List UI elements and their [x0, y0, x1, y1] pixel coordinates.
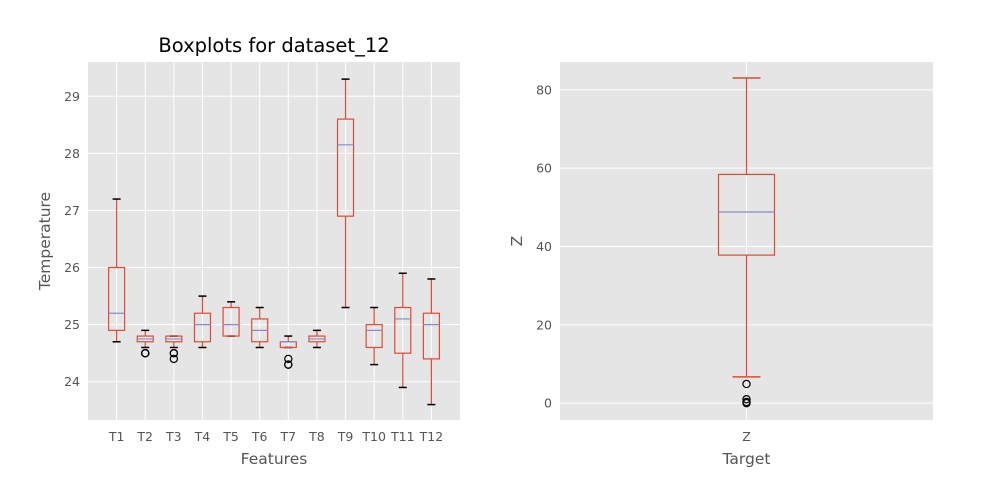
x-tick-label: T8	[308, 429, 325, 444]
x-tick-label: T5	[222, 429, 239, 444]
box	[222, 306, 240, 337]
outlier-point	[742, 379, 751, 389]
x-axis-label: Target	[722, 450, 771, 468]
y-tick-label: 29	[64, 89, 80, 104]
outlier-point	[169, 354, 179, 364]
x-tick-label: T1	[108, 429, 125, 444]
y-axis-label: Temperature	[36, 192, 54, 291]
outlier-point	[284, 354, 293, 364]
box	[193, 312, 212, 343]
boxplot-t3	[165, 335, 183, 364]
boxplot-t6	[251, 306, 269, 349]
y-tick-labels: 24 25 26 27 28 29	[64, 89, 80, 389]
boxplot-t2	[136, 329, 154, 358]
y-tick-label: 27	[64, 203, 80, 218]
boxplot-z	[717, 77, 776, 408]
y-tick-label: 26	[64, 260, 80, 275]
outlier-point	[141, 348, 150, 358]
boxplot-t1	[108, 198, 126, 343]
gridlines	[88, 62, 460, 420]
y-tick-label: 80	[536, 82, 552, 97]
y-tick-label: 28	[64, 146, 80, 161]
x-tick-label: T2	[136, 429, 153, 444]
y-tick-label: 60	[536, 161, 552, 176]
boxes	[717, 77, 776, 408]
x-tick-labels: T1 T2 T3 T4 T5 T6 T7 T8 T9 T10 T11 T12	[108, 429, 443, 444]
box	[365, 324, 383, 349]
boxplot-t7	[279, 335, 297, 369]
temperature-boxplot-panel: 24 25 26 27 28 29 T1 T2 T3 T4 T5 T6 T7 T8 T9 T10 T11 T12…	[36, 34, 460, 468]
y-axis-label: Z	[508, 236, 526, 247]
x-tick-label: T12	[419, 429, 444, 444]
x-tick-label: T9	[337, 429, 354, 444]
boxes	[108, 78, 440, 406]
y-tick-label: 24	[64, 374, 80, 389]
boxplot-t5	[222, 301, 240, 337]
box	[717, 173, 776, 256]
chart-title: Boxplots for dataset_12	[158, 34, 389, 57]
box	[336, 118, 355, 217]
y-tick-label: 20	[536, 317, 552, 332]
x-tick-labels: Z	[742, 429, 751, 444]
boxplot-t11	[394, 272, 412, 389]
x-tick-label: T3	[165, 429, 182, 444]
x-tick-label: T11	[390, 429, 415, 444]
boxplot-t12	[422, 278, 440, 406]
outlier-point	[742, 398, 751, 408]
outlier-point	[284, 360, 293, 369]
x-tick-label: T4	[194, 429, 211, 444]
x-tick-label: T7	[280, 429, 297, 444]
y-tick-label: 0	[544, 396, 552, 411]
boxplot-t4	[193, 295, 212, 349]
y-tick-label: 40	[536, 239, 552, 254]
box	[422, 312, 440, 360]
x-tick-label: T10	[361, 429, 386, 444]
boxplot-t8	[308, 329, 326, 349]
box	[108, 266, 126, 331]
boxplot-t10	[365, 306, 383, 366]
x-tick-label: T6	[251, 429, 268, 444]
outlier-point	[169, 348, 179, 358]
x-tick-label: Z	[742, 429, 751, 444]
target-boxplot-panel: 0 20 40 60 80 Z Target Z	[508, 62, 933, 468]
boxplot-t9	[336, 78, 355, 309]
plot-background	[88, 62, 460, 420]
x-axis-label: Features	[241, 450, 308, 468]
y-tick-label: 25	[64, 317, 80, 332]
box	[394, 306, 412, 354]
outlier-point	[742, 395, 751, 404]
y-tick-labels: 0 20 40 60 80	[536, 82, 552, 410]
